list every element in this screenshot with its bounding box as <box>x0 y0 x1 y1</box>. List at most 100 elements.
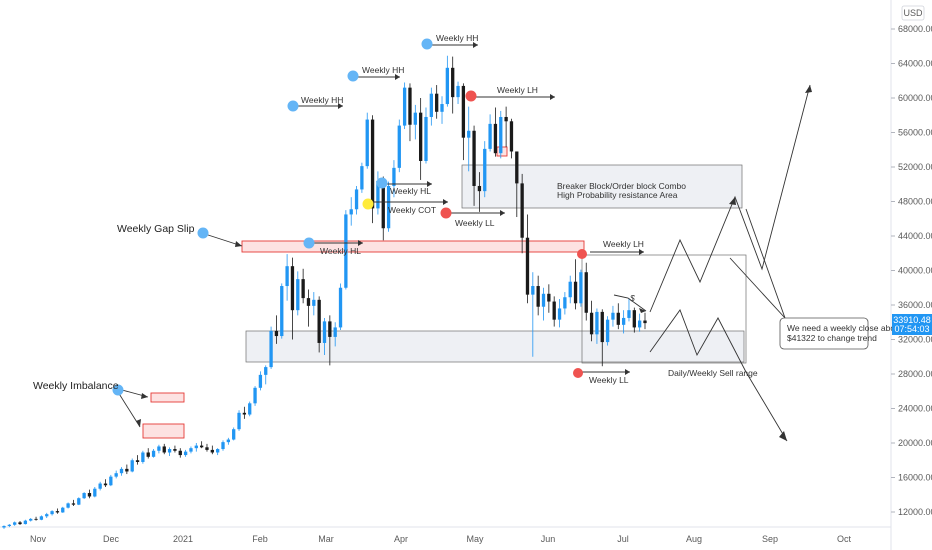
candle-up <box>130 460 134 472</box>
label-weekly-lh-2: Weekly LH <box>603 239 644 249</box>
candle-up <box>488 123 492 149</box>
candle-up <box>627 310 631 318</box>
y-tick-label: 32000.00 <box>898 335 932 345</box>
x-tick-label: Mar <box>318 534 334 544</box>
candle-up <box>77 498 81 505</box>
candle-up <box>82 493 86 499</box>
candle-down <box>547 293 551 302</box>
label-weekly-ll-1: Weekly LL <box>455 218 495 228</box>
marker-blue-hl1 <box>303 237 315 249</box>
candle-up <box>50 511 54 515</box>
candle-up <box>151 450 156 457</box>
marker-red-lh <box>465 90 477 102</box>
marker-blue-gap <box>197 227 209 239</box>
candle-up <box>338 287 343 328</box>
candle-down <box>552 301 556 320</box>
candle-down <box>162 446 166 453</box>
x-tick-label: 2021 <box>173 534 193 544</box>
note-callout: We need a weekly close above $41322 to c… <box>779 317 904 350</box>
candle-down <box>178 450 182 456</box>
currency-badge[interactable] <box>901 5 925 21</box>
candle-down <box>509 121 514 152</box>
candle-up <box>563 297 567 309</box>
y-tick-label: 40000.00 <box>898 266 932 276</box>
candle-up <box>349 209 353 215</box>
candle-up <box>392 167 396 186</box>
y-tick-label: 28000.00 <box>898 369 932 379</box>
x-tick-label: Nov <box>30 534 47 544</box>
candle-up <box>114 473 118 477</box>
candle-up <box>429 93 433 117</box>
marker-blue-hl2 <box>376 177 388 189</box>
marker-red-ll2 <box>573 368 583 378</box>
x-tick-label: Dec <box>103 534 120 544</box>
candle-down <box>616 312 620 325</box>
annotation-labels: Weekly HH Weekly HH Weekly HH Weekly LH … <box>33 33 758 392</box>
x-axis: Nov Dec 2021 Feb Mar Apr May Jun Jul Aug Sep Oct <box>30 534 852 544</box>
candle-down <box>520 183 524 238</box>
last-price-value: 33910.48 <box>893 315 931 325</box>
note-line2: $41322 to change trend <box>787 333 877 343</box>
candle-up <box>2 525 6 528</box>
marker-red-ll1 <box>440 207 452 219</box>
last-price-bg <box>892 314 932 335</box>
imbalance-zone-upper <box>150 392 185 403</box>
candle-up <box>258 374 263 388</box>
label-weekly-imbalance: Weekly Imbalance <box>33 380 119 392</box>
projection-arrowheads <box>639 85 812 441</box>
candle-down <box>643 320 647 324</box>
candle-up <box>61 507 65 513</box>
candle-down <box>461 85 466 138</box>
breaker-block-zone <box>461 164 743 209</box>
candle-down <box>125 468 129 472</box>
label-weekly-lh-1: Weekly LH <box>497 85 538 95</box>
candle-up <box>638 320 642 328</box>
marker-blue-hh1 <box>287 100 299 112</box>
candle-up <box>119 468 124 474</box>
candle-up <box>531 286 535 295</box>
candle-up <box>285 266 289 287</box>
label-weekly-ll-2: Weekly LL <box>589 375 629 385</box>
candle-up <box>322 321 327 343</box>
candle-down <box>472 130 476 186</box>
candle-up <box>93 488 97 497</box>
candle-up <box>98 483 102 489</box>
candle-up <box>595 311 599 335</box>
candle-down <box>103 483 108 486</box>
x-tick-label: Oct <box>837 534 852 544</box>
candle-up <box>109 476 113 486</box>
candle-down <box>55 511 60 513</box>
x-tick-label: Sep <box>762 534 778 544</box>
candle-up <box>29 518 33 521</box>
candle-down <box>173 449 177 451</box>
candle-up <box>424 116 428 161</box>
candle-down <box>408 87 412 125</box>
candle-up <box>221 442 225 450</box>
candle-up <box>253 387 257 404</box>
candle-down <box>600 311 604 343</box>
candle-up <box>157 446 161 451</box>
candle-up <box>23 520 28 525</box>
candle-down <box>146 452 150 457</box>
x-tick-label: May <box>466 534 484 544</box>
projection-lines <box>613 84 811 442</box>
dollar-arrow <box>613 294 647 312</box>
candle-down <box>525 237 530 295</box>
markers <box>112 38 587 396</box>
y-tick-label: 60000.00 <box>898 93 932 103</box>
candle-up <box>7 524 11 526</box>
candle-up <box>360 166 364 190</box>
candle-up <box>621 317 626 325</box>
sell-range-box <box>581 254 747 364</box>
label-breaker-line1: Breaker Block/Order block Combo <box>557 181 686 191</box>
candle-up <box>611 312 615 320</box>
candle-down <box>573 281 578 304</box>
imbalance-zone-lower <box>142 423 185 439</box>
candle-up <box>333 327 337 337</box>
y-tick-label: 16000.00 <box>898 473 932 483</box>
candle-up <box>402 87 407 126</box>
y-axis: 68000.00 64000.00 60000.00 56000.00 52000.00… <box>891 24 932 517</box>
last-price-label: 33910.48 07:54:03 <box>892 314 932 335</box>
